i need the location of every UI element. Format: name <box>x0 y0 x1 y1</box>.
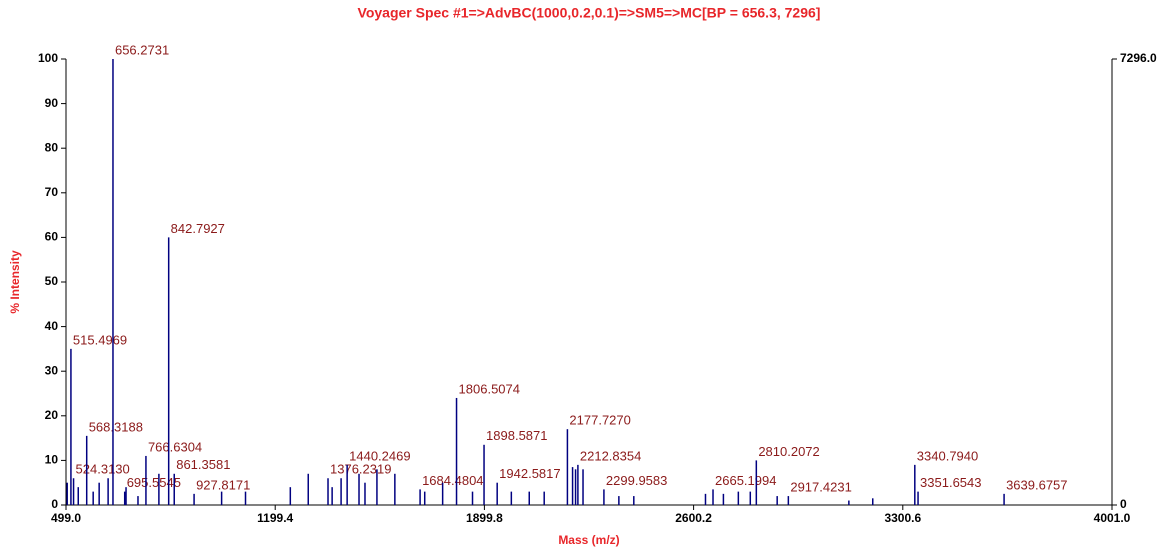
peak-label: 695.5545 <box>127 475 181 490</box>
y-tick-label: 80 <box>45 140 59 154</box>
peak-label: 927.8171 <box>196 477 250 492</box>
peak-label: 2810.2072 <box>758 444 819 459</box>
x-tick-label: 2600.2 <box>675 511 712 525</box>
y-tick-label: 90 <box>45 96 59 110</box>
peak-label: 2665.1994 <box>715 473 776 488</box>
x-tick-label: 3300.6 <box>884 511 921 525</box>
peak-label: 2917.4231 <box>790 480 851 495</box>
y-tick-label: 20 <box>45 408 59 422</box>
peak-label: 568.3188 <box>89 419 143 434</box>
y-tick-label: 100 <box>38 51 58 65</box>
y2-tick-label: 0 <box>1120 497 1127 511</box>
peak-label: 842.7927 <box>171 221 225 236</box>
peak-label: 3340.7940 <box>917 448 978 463</box>
y-tick-label: 0 <box>51 497 58 511</box>
x-axis-label: Mass (m/z) <box>558 533 619 547</box>
peak-label: 1376.2319 <box>330 462 391 477</box>
peak-label: 766.6304 <box>148 439 202 454</box>
peak-label: 524.3130 <box>76 462 130 477</box>
y2-tick-label: 7296.0 <box>1120 51 1157 65</box>
y-tick-label: 10 <box>45 453 59 467</box>
x-tick-label: 4001.0 <box>1094 511 1131 525</box>
y-tick-label: 60 <box>45 230 59 244</box>
peak-label: 1806.5074 <box>459 381 520 396</box>
peak-label: 515.4969 <box>73 332 127 347</box>
peak-label: 2299.9583 <box>606 473 667 488</box>
peak-label: 1898.5871 <box>486 428 547 443</box>
y-tick-label: 70 <box>45 185 59 199</box>
chart-title: Voyager Spec #1=>AdvBC(1000,0.2,0.1)=>SM… <box>358 5 821 21</box>
peak-label: 3639.6757 <box>1006 477 1067 492</box>
y-tick-label: 40 <box>45 319 59 333</box>
y-axis-label: % Intensity <box>8 250 22 314</box>
y-tick-label: 30 <box>45 363 59 377</box>
y-tick-label: 50 <box>45 274 59 288</box>
peak-label: 2177.7270 <box>569 413 630 428</box>
peak-label: 1942.5817 <box>499 466 560 481</box>
peak-label: 2212.8354 <box>580 448 641 463</box>
peak-label: 1440.2469 <box>349 448 410 463</box>
peak-label: 1684.4804 <box>422 473 483 488</box>
x-tick-label: 1199.4 <box>257 511 293 525</box>
x-tick-label: 499.0 <box>51 511 81 525</box>
peak-label: 3351.6543 <box>920 475 981 490</box>
peak-label: 861.3581 <box>176 457 230 472</box>
x-tick-label: 1899.8 <box>466 511 503 525</box>
peak-label: 656.2731 <box>115 42 169 57</box>
